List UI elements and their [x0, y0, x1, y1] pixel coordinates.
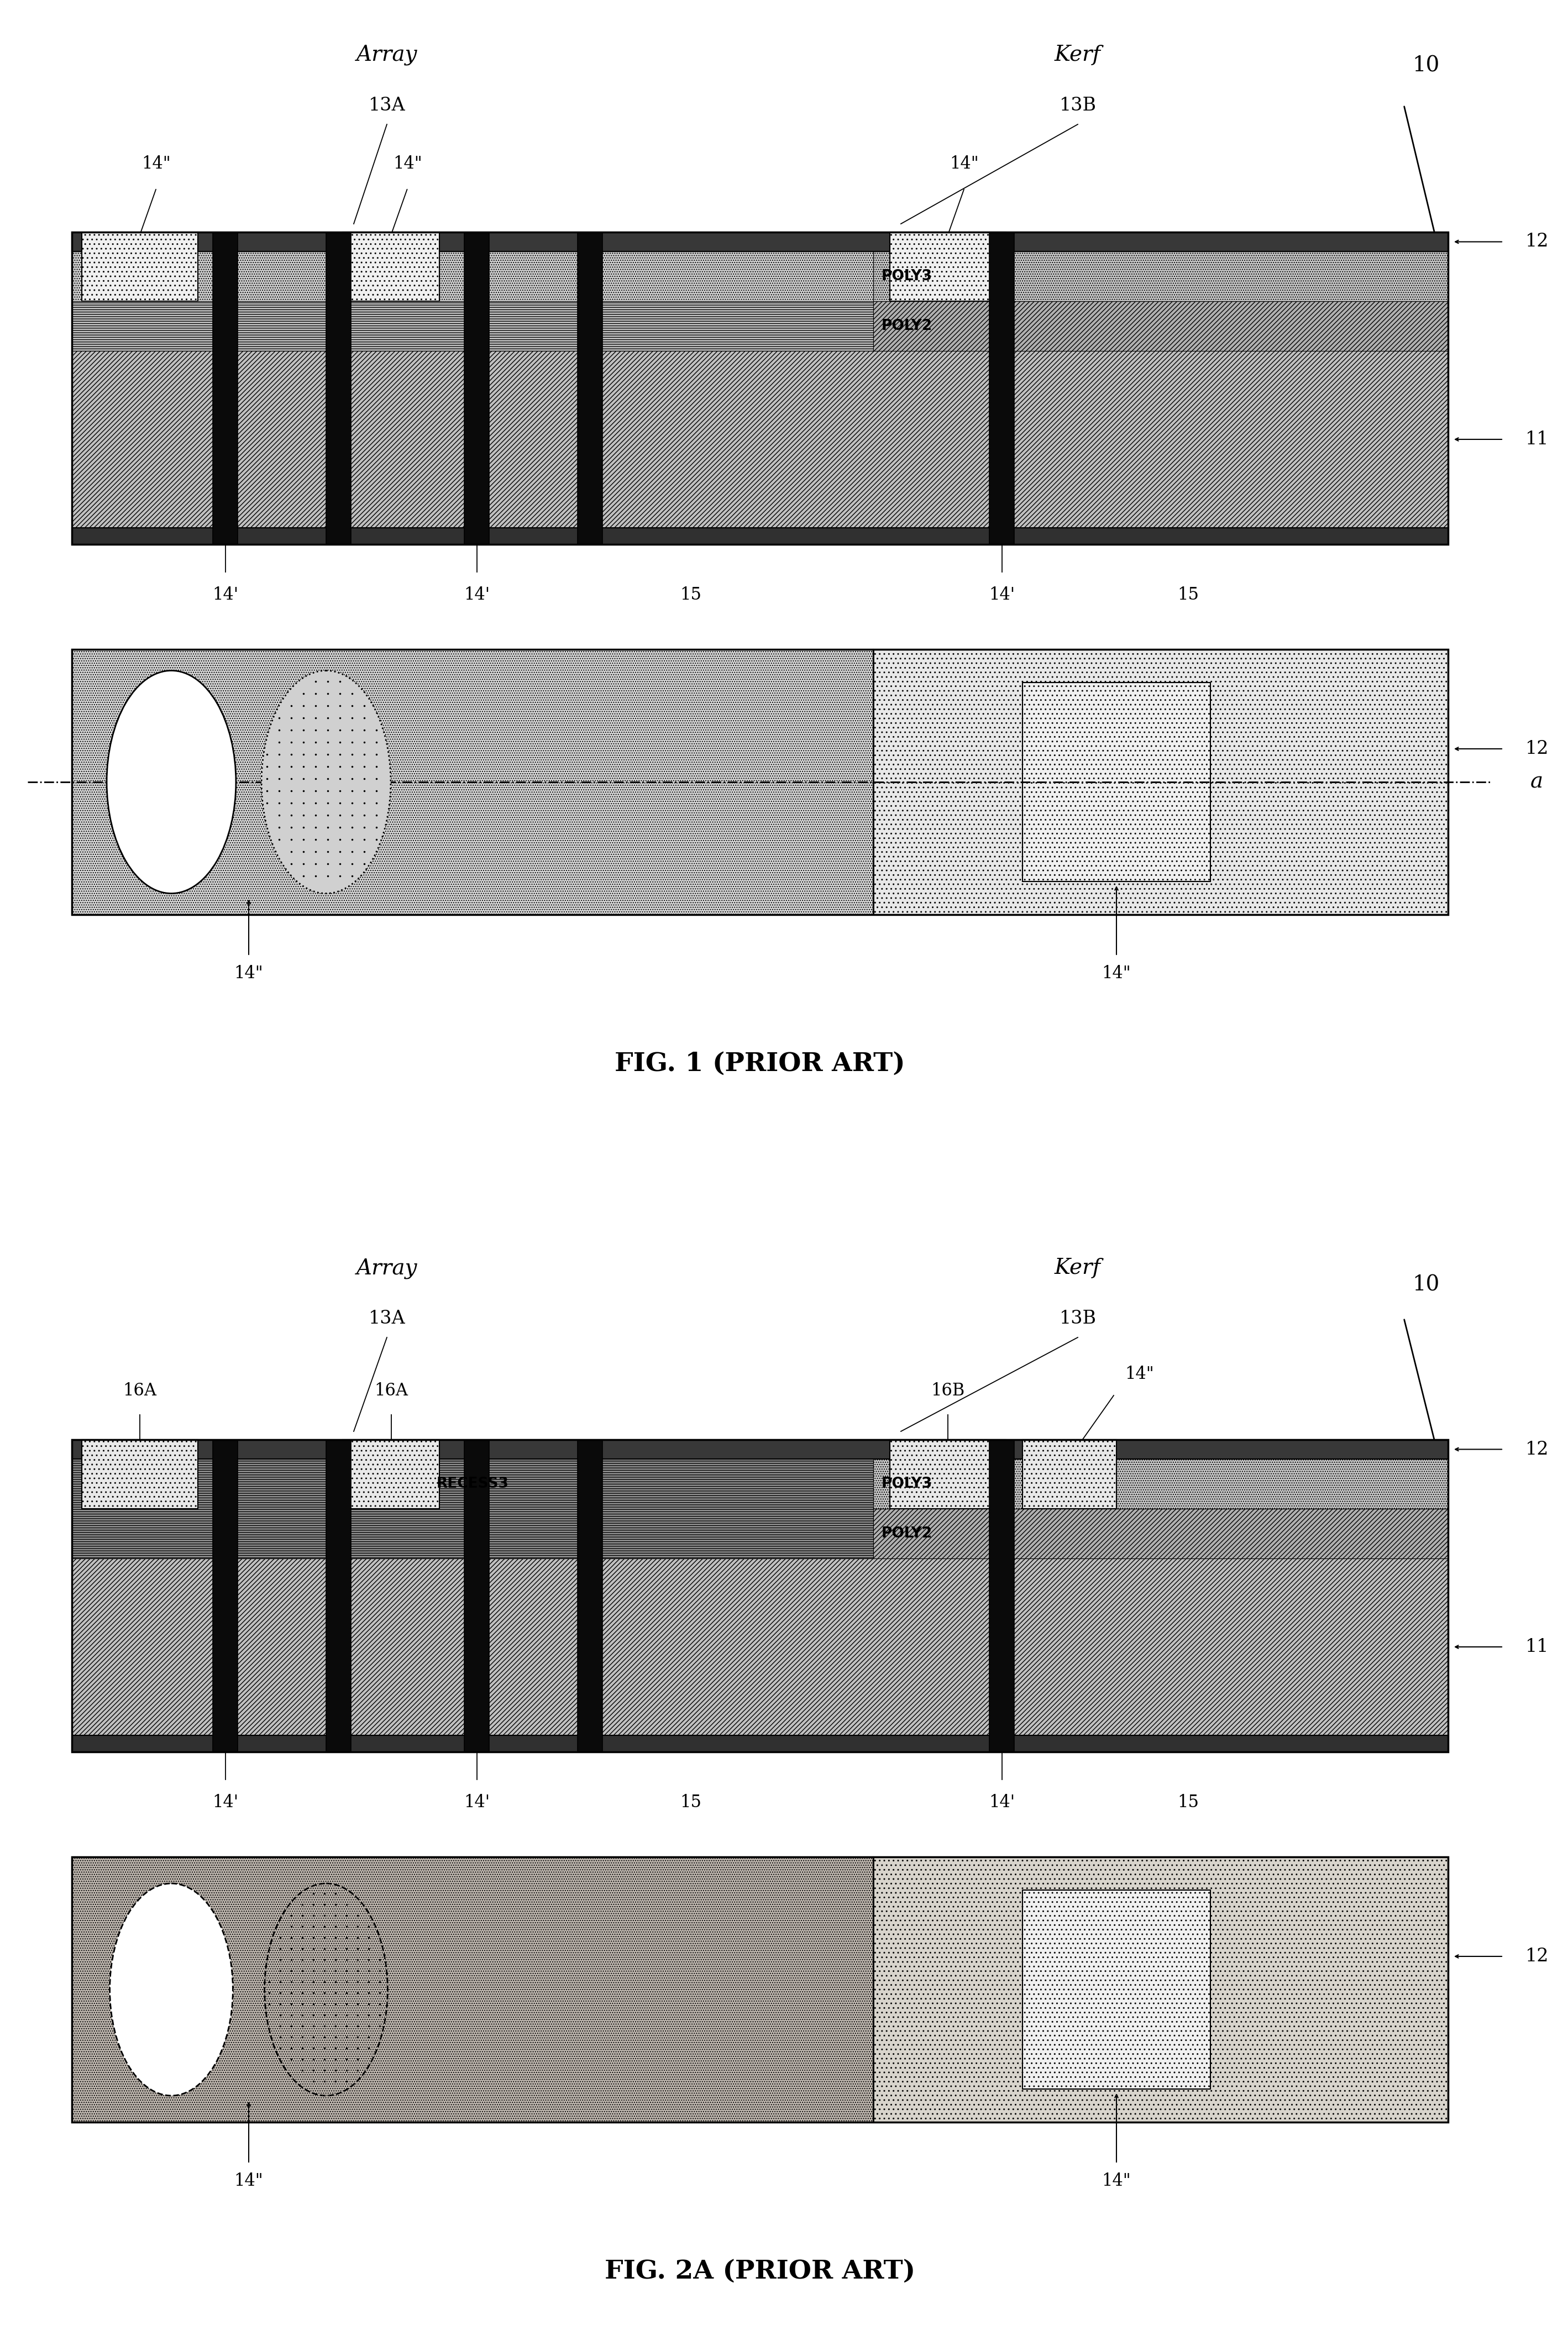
Bar	[577, 232, 602, 544]
Bar	[1022, 683, 1210, 882]
Text: RECESS3: RECESS3	[436, 1476, 508, 1492]
Bar	[891, 1440, 1007, 1508]
Text: Kerf: Kerf	[1055, 45, 1101, 66]
Bar	[1022, 1891, 1210, 2088]
Bar	[72, 300, 873, 352]
Text: 14': 14'	[212, 1795, 238, 1811]
Bar	[72, 1858, 1449, 2123]
Bar	[72, 232, 1449, 251]
Text: 14': 14'	[212, 586, 238, 603]
Text: 14': 14'	[464, 586, 489, 603]
Text: 12: 12	[1526, 232, 1549, 251]
Bar	[72, 650, 1449, 915]
Text: POLY3: POLY3	[881, 1476, 933, 1492]
Text: 14": 14"	[1124, 1365, 1154, 1382]
Text: 11: 11	[1526, 432, 1549, 448]
Bar	[82, 1440, 198, 1508]
Bar	[82, 232, 198, 300]
Text: 13B: 13B	[1060, 1309, 1096, 1328]
Bar	[873, 1858, 1449, 2123]
Bar	[72, 1736, 1449, 1752]
Text: a: a	[1530, 772, 1543, 793]
Text: POLY2: POLY2	[881, 319, 933, 333]
Text: POLY3: POLY3	[881, 270, 933, 284]
Bar	[1022, 1440, 1116, 1508]
Bar	[72, 1558, 1449, 1736]
Text: 12: 12	[1526, 1440, 1549, 1459]
Bar	[873, 650, 1449, 915]
Bar	[464, 1440, 489, 1752]
Text: 16B: 16B	[931, 1382, 964, 1398]
Text: 14": 14"	[1102, 964, 1131, 983]
Bar	[873, 1459, 1449, 1508]
Bar	[72, 1440, 1449, 1459]
Text: 14': 14'	[989, 586, 1014, 603]
Bar	[72, 251, 873, 300]
Bar	[989, 1440, 1014, 1752]
Bar	[873, 300, 1449, 352]
Bar	[464, 232, 489, 544]
Bar	[873, 251, 1449, 300]
Text: 16A: 16A	[375, 1382, 408, 1398]
Text: 15: 15	[681, 1795, 701, 1811]
Text: 15: 15	[1178, 1795, 1200, 1811]
Text: 11: 11	[1526, 1638, 1549, 1656]
Text: Kerf: Kerf	[1055, 1257, 1101, 1279]
Text: 12: 12	[1526, 739, 1549, 758]
Bar	[891, 232, 1007, 300]
Bar	[326, 232, 351, 544]
Text: FIG. 1 (PRIOR ART): FIG. 1 (PRIOR ART)	[615, 1051, 905, 1077]
Bar	[873, 1508, 1449, 1558]
Text: 14': 14'	[989, 1795, 1014, 1811]
Text: 14': 14'	[464, 1795, 489, 1811]
Text: 15: 15	[681, 586, 701, 603]
Text: 14": 14"	[234, 964, 263, 983]
Bar	[72, 1858, 873, 2123]
Bar	[213, 232, 238, 544]
Bar	[343, 232, 439, 300]
Bar	[72, 352, 1449, 528]
Text: 14": 14"	[141, 155, 171, 171]
Text: POLY2: POLY2	[881, 1527, 933, 1541]
Bar	[72, 528, 1449, 544]
Text: 14": 14"	[950, 155, 978, 171]
Bar	[989, 232, 1014, 544]
Bar	[72, 650, 873, 915]
Text: 13A: 13A	[368, 96, 406, 115]
Text: 10: 10	[1413, 1274, 1439, 1295]
Text: 10: 10	[1413, 56, 1439, 77]
Bar	[577, 1440, 602, 1752]
Text: 14": 14"	[394, 155, 422, 171]
Bar	[72, 232, 1449, 544]
Text: 12: 12	[1526, 1947, 1549, 1966]
Bar	[72, 1440, 1449, 1752]
Bar	[213, 1440, 238, 1752]
Text: 14": 14"	[234, 2172, 263, 2189]
Ellipse shape	[107, 671, 235, 894]
Text: 15: 15	[1178, 586, 1200, 603]
Ellipse shape	[262, 671, 390, 894]
Text: FIG. 2A (PRIOR ART): FIG. 2A (PRIOR ART)	[605, 2259, 916, 2285]
Bar	[343, 1440, 439, 1508]
Bar	[72, 1459, 873, 1558]
Text: 13A: 13A	[368, 1309, 406, 1328]
Text: 13B: 13B	[1060, 96, 1096, 115]
Ellipse shape	[110, 1884, 234, 2095]
Text: 16A: 16A	[122, 1382, 157, 1398]
Text: Array: Array	[356, 1257, 417, 1279]
Text: 14": 14"	[1102, 2172, 1131, 2189]
Text: Array: Array	[356, 45, 417, 66]
Bar	[326, 1440, 351, 1752]
